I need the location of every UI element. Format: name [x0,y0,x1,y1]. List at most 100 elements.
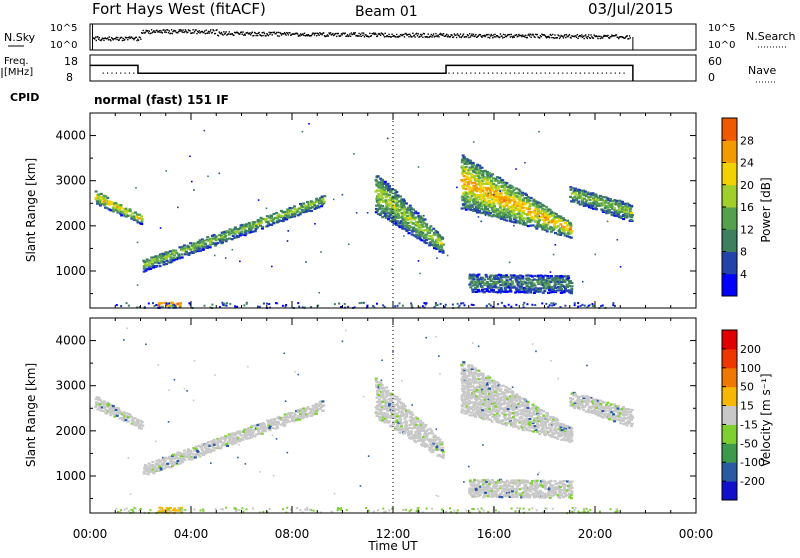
echo-cell [406,412,409,414]
noise-point [564,34,565,35]
echo-cell [385,202,388,204]
noise-point [371,35,372,36]
noise-point [351,32,352,33]
noise-point [318,33,319,34]
noise-point [467,35,468,36]
echo-cell [141,421,144,423]
noise-point [510,34,511,35]
noise-dot [487,193,489,195]
echo-cell [472,291,475,293]
y-tick-label: 4000 [55,129,86,143]
echo-cell [515,217,518,219]
echo-cell [531,287,534,289]
echo-cell [323,195,326,197]
echo-cell [219,439,222,441]
echo-cell [395,191,398,193]
echo-cell [571,230,574,232]
echo-cell [257,428,260,430]
echo-cell [296,210,299,212]
echo-cell [563,232,566,234]
noise-left-tick-top: 10^5 [50,23,77,34]
noise-point [179,31,180,32]
noise-point [145,32,146,33]
noise-point [258,32,259,33]
echo-cell [497,382,500,384]
noise-point [160,30,161,31]
noise-point [97,36,98,37]
echo-cell [460,398,463,400]
echo-cell [407,409,410,411]
echo-cell [488,201,491,203]
echo-cell [179,458,182,460]
echo-cell [523,202,526,204]
ground-scatter [221,302,223,304]
echo-cell [469,162,472,164]
noise-dot [491,175,493,177]
noise-point [330,32,331,33]
noise-point [451,35,452,36]
noise-dot [348,243,350,245]
echo-cell [255,225,258,227]
ground-scatter [531,304,533,306]
echo-cell [409,226,412,228]
echo-cell [529,291,532,293]
noise-point [447,36,448,37]
nave-point [418,73,419,74]
echo-cell [465,204,468,206]
noise-point [558,35,559,36]
noise-point [124,39,125,40]
echo-cell [114,202,117,204]
noise-point [600,36,601,37]
echo-cell [489,192,492,194]
noise-point [166,32,167,33]
echo-cell [549,291,552,293]
echo-cell [431,439,434,441]
echo-cell [502,385,505,387]
echo-cell [512,394,515,396]
noise-point [256,33,257,34]
echo-cell [463,363,466,365]
echo-cell [606,197,609,199]
echo-cell [129,210,132,212]
noise-point [347,34,348,35]
echo-cell [499,274,502,276]
echo-cell [402,204,405,206]
noise-dot [214,255,216,257]
echo-cell [578,189,581,191]
echo-cell [505,204,508,206]
echo-cell [507,286,510,288]
noise-dot [515,168,517,170]
echo-cell [554,290,557,292]
nave-point [457,73,458,74]
echo-cell [571,398,574,400]
echo-cell [219,447,222,449]
noise-point [565,37,566,38]
echo-cell [529,415,532,417]
ground-scatter [410,302,412,304]
noise-point [196,33,197,34]
echo-cell [215,235,218,237]
echo-cell [570,285,573,287]
noise-point [471,35,472,36]
echo-cell [556,419,559,421]
ground-scatter [503,305,505,307]
echo-cell [479,283,482,285]
noise-point [281,34,282,35]
echo-cell [539,413,542,415]
noise-point [438,36,439,37]
ground-scatter [553,304,555,306]
echo-cell [399,407,402,409]
echo-cell [429,428,432,430]
echo-cell [566,220,569,222]
noise-point [450,36,451,37]
nave-point [186,73,187,74]
noise-point [506,36,507,37]
echo-cell [511,186,514,188]
echo-cell [245,232,248,234]
noise-point [517,35,518,36]
echo-cell [488,214,491,216]
noise-point [285,34,286,35]
echo-cell [386,413,389,415]
echo-cell [601,199,604,201]
echo-cell [480,200,483,202]
